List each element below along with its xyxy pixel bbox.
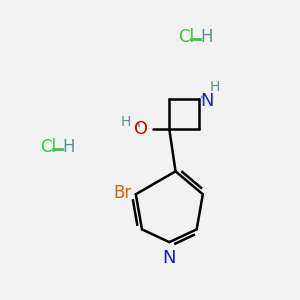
Text: N: N — [163, 249, 176, 267]
Text: Br: Br — [113, 184, 131, 202]
Text: H: H — [120, 115, 131, 129]
Text: Cl: Cl — [178, 28, 194, 46]
Text: O: O — [134, 120, 148, 138]
Text: H: H — [200, 28, 213, 46]
Text: N: N — [200, 92, 213, 110]
Text: Cl: Cl — [40, 138, 56, 156]
Text: H: H — [209, 80, 220, 94]
Text: H: H — [62, 138, 75, 156]
